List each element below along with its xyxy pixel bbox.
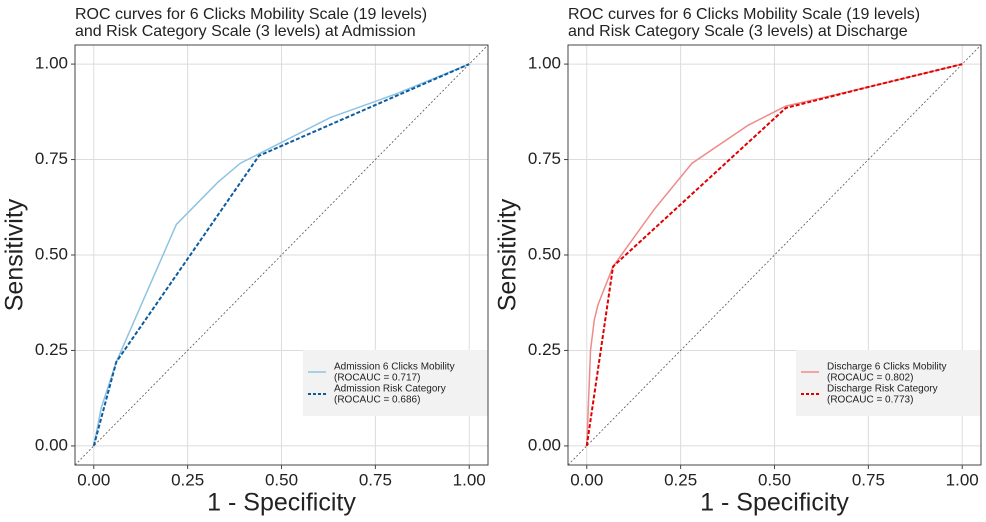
y-tick-label: 1.00 xyxy=(528,54,561,73)
legend-label: Discharge 6 Clicks Mobility xyxy=(827,362,946,373)
plot-border xyxy=(74,44,489,466)
y-tick-label: 1.00 xyxy=(35,54,68,73)
legend-label: Admission Risk Category xyxy=(334,384,446,395)
y-tick-label: 0.25 xyxy=(35,340,68,359)
chart-title: and Risk Category Scale (3 levels) at Di… xyxy=(568,23,908,40)
plot-border xyxy=(567,44,982,466)
x-tick-label: 0.00 xyxy=(570,470,603,489)
legend-detail: (ROCAUC = 0.717) xyxy=(334,373,420,384)
legend-background xyxy=(303,350,488,416)
y-tick-label: 0.50 xyxy=(35,244,68,263)
y-axis-title: Sensitivity xyxy=(494,198,522,311)
x-tick-label: 1.00 xyxy=(946,470,979,489)
legend-detail: (ROCAUC = 0.802) xyxy=(827,373,913,384)
x-axis-title: 1 - Specificity xyxy=(207,489,356,517)
chart-title: ROC curves for 6 Clicks Mobility Scale (… xyxy=(568,6,920,23)
legend-detail: (ROCAUC = 0.686) xyxy=(334,395,420,406)
x-tick-label: 1.00 xyxy=(453,470,486,489)
roc-curve xyxy=(92,63,470,447)
y-tick-label: 0.50 xyxy=(528,244,561,263)
x-tick-label: 0.50 xyxy=(758,470,791,489)
y-tick-label: 0.00 xyxy=(35,435,68,454)
y-tick-label: 0.00 xyxy=(528,435,561,454)
legend-label: Discharge Risk Category xyxy=(827,384,938,395)
roc-curve xyxy=(585,63,963,447)
x-tick-label: 0.75 xyxy=(852,470,885,489)
chart-title: and Risk Category Scale (3 levels) at Ad… xyxy=(75,23,416,40)
x-tick-label: 0.25 xyxy=(171,470,204,489)
y-tick-label: 0.25 xyxy=(528,340,561,359)
chart-title: ROC curves for 6 Clicks Mobility Scale (… xyxy=(75,6,427,23)
x-tick-label: 0.75 xyxy=(359,470,392,489)
x-tick-label: 0.50 xyxy=(265,470,298,489)
y-tick-label: 0.75 xyxy=(35,149,68,168)
legend-background xyxy=(796,350,981,416)
x-axis-title: 1 - Specificity xyxy=(700,489,849,517)
legend-label: Admission 6 Clicks Mobility xyxy=(334,362,455,373)
x-tick-label: 0.00 xyxy=(77,470,110,489)
x-tick-label: 0.25 xyxy=(664,470,697,489)
y-axis-title: Sensitivity xyxy=(1,198,29,311)
roc-curve xyxy=(93,63,470,447)
y-tick-label: 0.75 xyxy=(528,149,561,168)
legend-detail: (ROCAUC = 0.773) xyxy=(827,395,913,406)
